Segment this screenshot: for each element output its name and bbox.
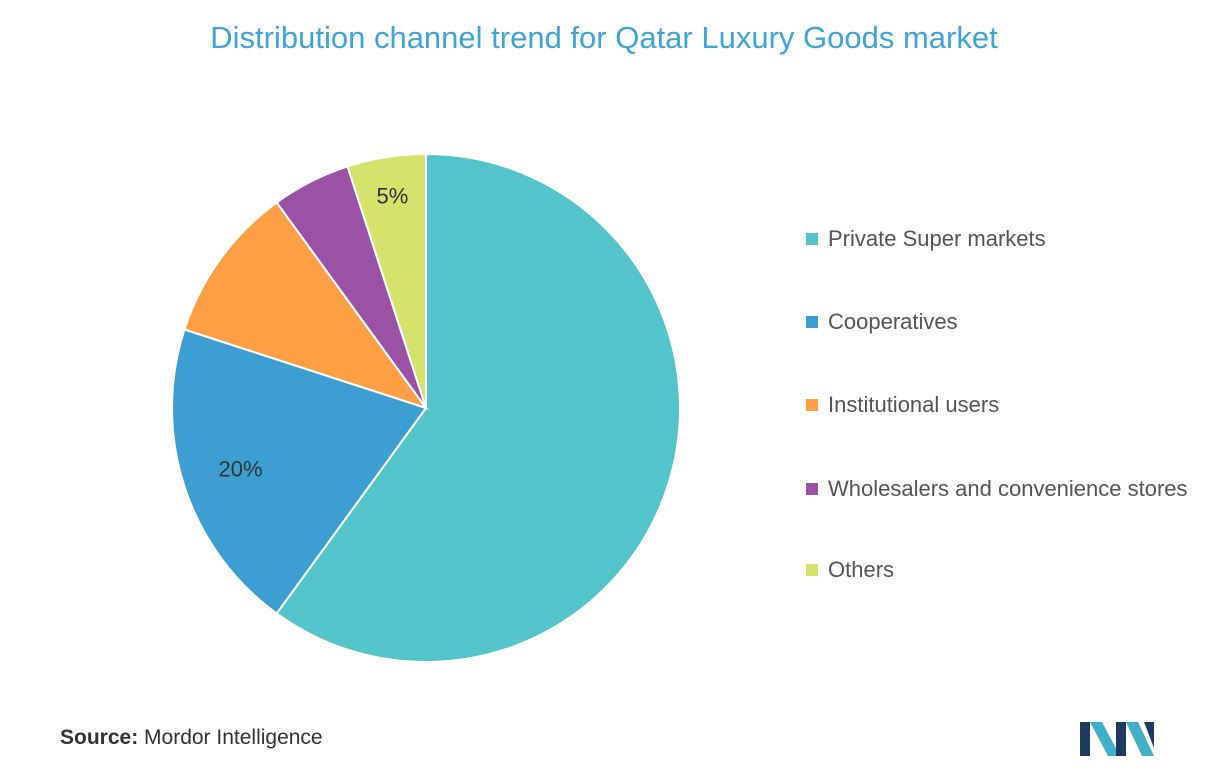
legend-swatch [806,316,818,328]
chart-title: Distribution channel trend for Qatar Lux… [210,20,998,55]
pie-slice-others [346,152,427,409]
pie-slice-cooperatives [171,328,428,615]
slice-data-label: 20% [219,456,263,481]
legend-label: Private Super markets [828,226,1046,251]
mordor-intelligence-logo-icon [1080,722,1154,756]
source-note: Source: Mordor Intelligence [60,726,323,750]
legend-item-others: Others [806,553,1198,586]
source-text: Mordor Intelligence [138,726,323,749]
legend-swatch [806,399,818,411]
legend-label: Institutional users [828,392,1000,417]
legend-item-wholesalers: Wholesalers and convenience stores [806,472,1198,505]
legend-swatch [806,233,818,245]
legend-label: Others [828,557,895,582]
legend-label: Wholesalers and convenience stores [828,476,1188,501]
legend-label: Cooperatives [828,309,958,334]
legend-swatch [806,483,818,495]
legend-swatch [806,564,818,576]
slice-data-label: 5% [376,184,408,209]
legend-item-private-super-markets: Private Super markets [806,222,1198,255]
legend-item-institutional-users: Institutional users [806,388,1198,421]
legend-item-cooperatives: Cooperatives [806,305,1198,338]
pie-slice-institutional-users [183,201,429,410]
source-prefix: Source: [60,726,139,749]
pie-slice-private-super-markets [275,152,681,663]
